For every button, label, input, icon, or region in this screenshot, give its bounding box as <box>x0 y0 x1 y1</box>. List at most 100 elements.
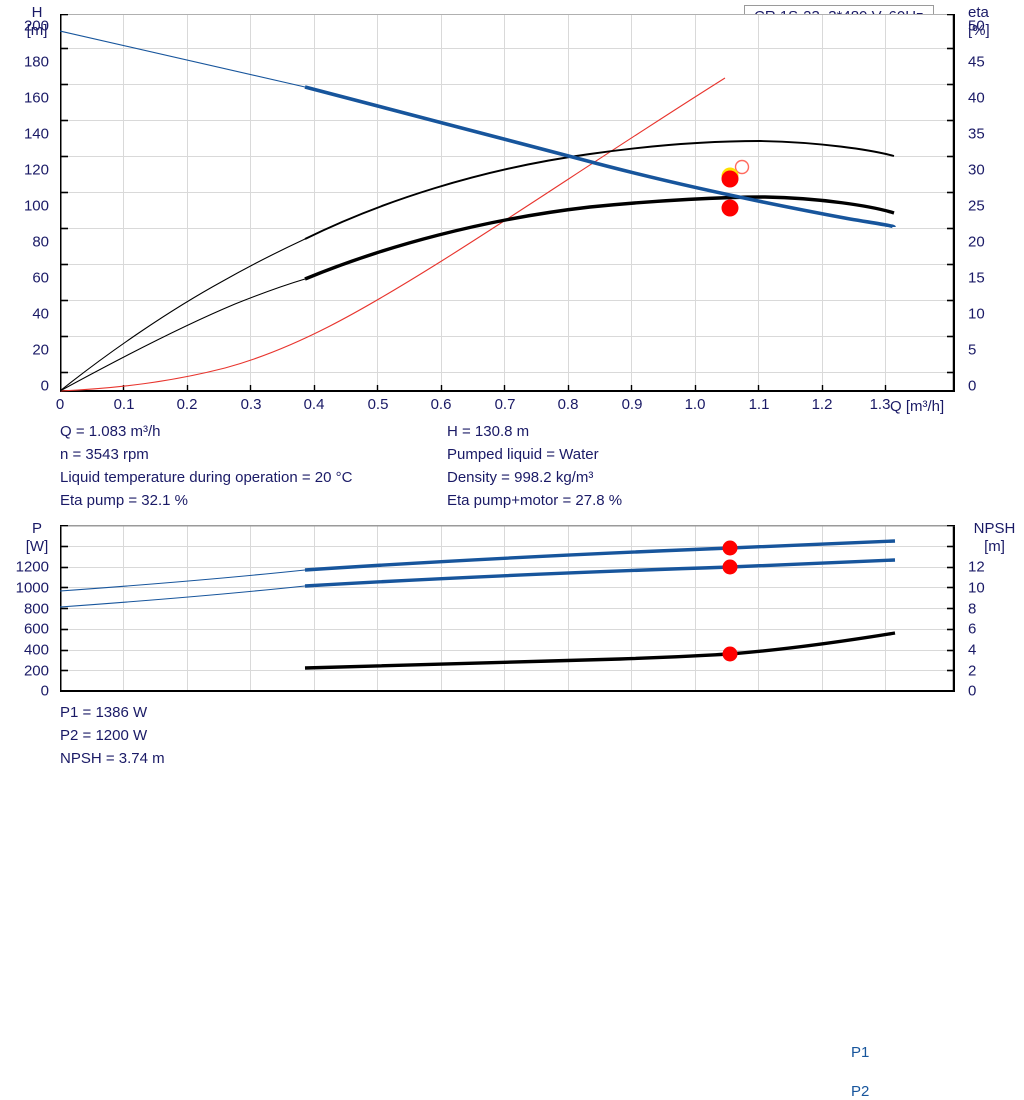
p2-series-label: P2 <box>851 1083 870 1100</box>
duty-point-p2-marker <box>722 559 738 575</box>
info-density: Density = 998.2 kg/m³ <box>447 469 594 486</box>
upper-npsh-reference-curve <box>60 77 726 392</box>
info-p1: P1 = 1386 W <box>60 704 148 721</box>
upper-x-tick: 1.2 <box>811 396 833 413</box>
duty-point-npsh-marker <box>722 646 738 662</box>
duty-point-eta-pump-motor-marker <box>721 199 739 217</box>
lower-y-right-tick: 10 <box>968 579 985 597</box>
upper-y-left-tick: 180 <box>23 53 49 71</box>
lower-p1-curve <box>304 539 896 572</box>
upper-x-tick: 0.9 <box>621 396 643 413</box>
upper-y-right-tick: 0 <box>968 377 977 395</box>
lower-y-left-tick: 200 <box>23 662 49 680</box>
upper-eta-pump-motor-curve <box>304 195 895 281</box>
upper-y-right-axis-title: eta [%] <box>968 4 990 39</box>
upper-y-right-tick: 45 <box>968 53 985 71</box>
lower-plot-area <box>60 525 955 692</box>
info-liquid: Pumped liquid = Water <box>447 446 599 463</box>
lower-y-right-tick: 6 <box>968 620 977 638</box>
info-p2: P2 = 1200 W <box>60 727 148 744</box>
upper-grid-horizontal <box>60 14 955 373</box>
lower-y-left-tick: 400 <box>23 641 49 659</box>
upper-y-right-tick: 20 <box>968 233 985 251</box>
upper-y-left-tick: 200 <box>23 17 49 35</box>
upper-eta-pump-curve <box>304 140 895 240</box>
upper-y-left-tick: 140 <box>23 125 49 143</box>
upper-x-tick: 0.5 <box>367 396 389 413</box>
upper-grid-vertical <box>123 14 886 392</box>
upper-bottom-ticks <box>60 385 887 391</box>
lower-y-right-tick: 2 <box>968 662 977 680</box>
upper-eta-pump-curve-thin-extension <box>60 238 306 392</box>
upper-y-left-tick: 0 <box>40 377 49 395</box>
upper-head-curve <box>304 85 896 229</box>
upper-right-ticks <box>947 14 955 374</box>
upper-y-right-tick: 15 <box>968 269 985 287</box>
lower-right-ticks <box>947 525 955 672</box>
info-q: Q = 1.083 m³/h <box>60 423 161 440</box>
lower-grid-horizontal <box>60 525 955 671</box>
lower-y-right-axis-title: NPSH [m] <box>973 520 1016 555</box>
lower-plot-svg <box>60 525 955 692</box>
upper-y-right-tick: 5 <box>968 341 977 359</box>
upper-x-tick: 0.8 <box>557 396 579 413</box>
lower-p2-curve <box>304 558 896 588</box>
upper-y-left-tick: 40 <box>32 305 49 323</box>
lower-p2-curve-thin-extension <box>60 585 306 608</box>
upper-x-tick: 0.4 <box>303 396 325 413</box>
lower-y-right-tick: 12 <box>968 558 985 576</box>
upper-plot-area <box>60 14 955 392</box>
upper-x-tick: 1.0 <box>684 396 706 413</box>
upper-x-tick: 1.1 <box>748 396 770 413</box>
lower-y-left-tick: 0 <box>40 682 49 700</box>
upper-y-left-tick: 60 <box>32 269 49 287</box>
lower-y-left-tick: 1000 <box>15 579 49 597</box>
upper-axis-lines <box>60 14 955 392</box>
lower-y-left-tick: 1200 <box>15 558 49 576</box>
info-eta-pump-motor: Eta pump+motor = 27.8 % <box>447 492 623 509</box>
upper-left-ticks <box>60 14 68 374</box>
upper-y-right-tick: 25 <box>968 197 985 215</box>
info-h: H = 130.8 m <box>447 423 530 440</box>
lower-y-right-tick: 0 <box>968 682 977 700</box>
upper-x-tick: 0 <box>55 396 65 413</box>
lower-p1-curve-thin-extension <box>60 569 306 592</box>
upper-x-axis-title: Q [m³/h] <box>890 398 945 415</box>
duty-point-eta-pump-marker <box>721 167 739 188</box>
info-npsh: NPSH = 3.74 m <box>60 750 165 767</box>
lower-y-left-tick: 600 <box>23 620 49 638</box>
duty-point-p1-marker <box>722 540 738 556</box>
info-eta-pump: Eta pump = 32.1 % <box>60 492 188 509</box>
upper-y-left-tick: 160 <box>23 89 49 107</box>
upper-y-right-tick: 35 <box>968 125 985 143</box>
upper-x-tick: 0.3 <box>240 396 262 413</box>
upper-x-tick: 0.2 <box>176 396 198 413</box>
lower-y-right-tick: 8 <box>968 600 977 618</box>
lower-y-right-tick: 4 <box>968 641 977 659</box>
upper-y-right-tick: 50 <box>968 17 985 35</box>
upper-y-left-axis-title: H [m] <box>26 4 48 39</box>
upper-y-right-tick: 40 <box>968 89 985 107</box>
upper-x-tick: 0.6 <box>430 396 452 413</box>
lower-left-ticks <box>60 525 68 672</box>
upper-y-right-tick: 30 <box>968 161 985 179</box>
lower-chart: P [W] NPSH [m] <box>0 515 1024 1100</box>
upper-plot-svg <box>60 14 955 392</box>
upper-eta-pump-motor-curve-thin-extension <box>60 278 306 392</box>
upper-y-right-tick: 10 <box>968 305 985 323</box>
upper-y-left-tick: 100 <box>23 197 49 215</box>
upper-x-tick: 1.3 <box>869 396 891 413</box>
lower-y-left-axis-title: P [W] <box>25 520 49 555</box>
lower-y-left-tick: 800 <box>23 600 49 618</box>
upper-chart: H [m] eta [%] Q [m³/h] CR 1S-23, 3*480 V… <box>0 0 1024 420</box>
upper-x-tick: 0.7 <box>494 396 516 413</box>
upper-y-left-tick: 120 <box>23 161 49 179</box>
upper-y-left-tick: 80 <box>32 233 49 251</box>
p1-series-label: P1 <box>851 1044 870 1061</box>
upper-x-tick: 0.1 <box>113 396 135 413</box>
duty-point-head-open-marker <box>734 159 750 175</box>
info-speed: n = 3543 rpm <box>60 446 149 463</box>
upper-head-curve-thin-extension <box>60 30 306 88</box>
info-temperature: Liquid temperature during operation = 20… <box>60 469 353 486</box>
upper-y-left-tick: 20 <box>32 341 49 359</box>
